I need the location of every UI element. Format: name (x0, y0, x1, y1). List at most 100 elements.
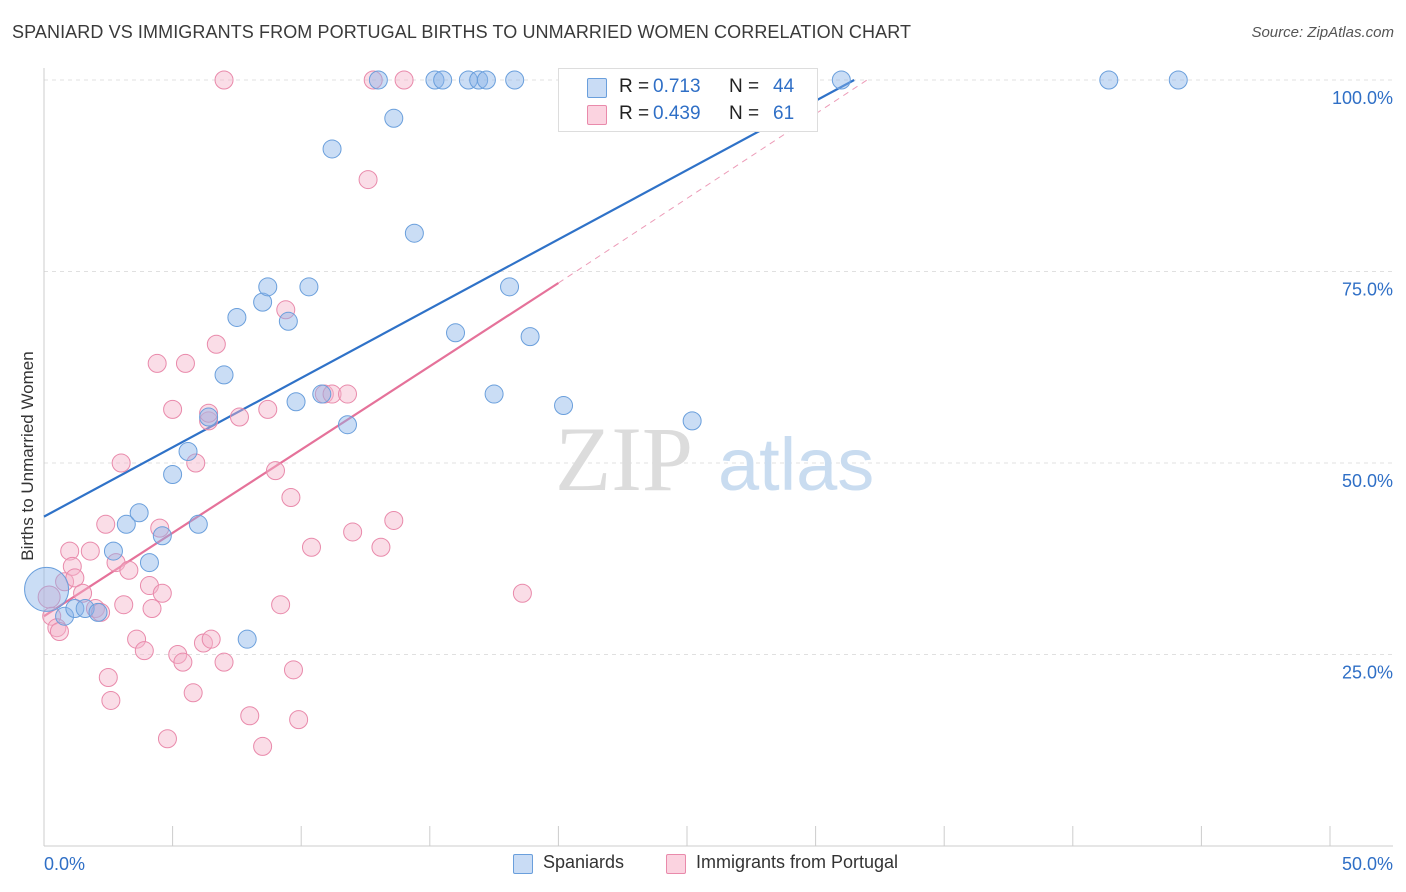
point-portugal (281, 487, 301, 507)
point-spaniards (214, 365, 234, 385)
point-portugal (229, 407, 249, 427)
series-legend: Spaniards Immigrants from Portugal (0, 852, 1406, 876)
point-portugal (371, 537, 391, 557)
point-spaniards (139, 553, 159, 573)
point-spaniards (446, 323, 466, 343)
point-portugal (98, 667, 118, 687)
point-spaniards (1099, 70, 1119, 90)
point-portugal (271, 595, 291, 615)
chart-source: Source: ZipAtlas.com (1251, 24, 1394, 41)
n-label: N = (729, 76, 760, 97)
point-portugal (384, 510, 404, 530)
point-portugal (394, 70, 414, 90)
point-spaniards (75, 599, 95, 619)
point-portugal (240, 706, 260, 726)
point-portugal (183, 683, 203, 703)
point-spaniards (188, 514, 208, 534)
point-spaniards (152, 526, 172, 546)
r-value: 0.713 (653, 76, 701, 97)
point-spaniards (554, 396, 574, 416)
gridlines (44, 79, 1393, 655)
stats-legend: R = 0.713 N = 44 R = 0.439 N = 61 (558, 68, 818, 132)
point-spaniards (253, 292, 273, 312)
point-spaniards (520, 327, 540, 347)
n-value: 44 (773, 76, 795, 97)
point-portugal (163, 399, 183, 419)
point-portugal (201, 629, 221, 649)
point-spaniards (88, 602, 108, 622)
point-portugal (114, 595, 134, 615)
chart-title: SPANIARD VS IMMIGRANTS FROM PORTUGAL BIR… (12, 22, 912, 42)
point-portugal (214, 652, 234, 672)
trendlines (43, 79, 868, 618)
x-tick-label: 0.0% (44, 854, 85, 874)
point-spaniards (227, 307, 247, 327)
point-spaniards (237, 629, 257, 649)
trendline-portugal (43, 282, 559, 618)
y-tick-label: 75.0% (1342, 280, 1393, 300)
point-portugal (157, 729, 177, 749)
x-tick-label: 50.0% (1342, 854, 1393, 874)
y-tick-label: 100.0% (1332, 88, 1393, 108)
trendline-spaniards (43, 79, 855, 518)
point-portugal (173, 652, 193, 672)
point-portugal (80, 541, 100, 561)
point-portugal (147, 353, 167, 373)
point-portugal (258, 399, 278, 419)
point-spaniards (337, 415, 357, 435)
tick-labels: 25.0% 50.0% 75.0% 100.0% 0.0% 50.0% (44, 88, 1393, 874)
watermark-zip: ZIP (555, 408, 693, 510)
y-tick-label: 25.0% (1342, 663, 1393, 683)
point-portugal (111, 453, 131, 473)
point-portugal (49, 622, 69, 642)
points (24, 70, 1188, 756)
point-spaniards (469, 70, 489, 90)
point-spaniards (682, 411, 702, 431)
point-portugal (127, 629, 147, 649)
r-value: 0.439 (653, 103, 701, 124)
point-spaniards (65, 599, 85, 619)
point-portugal (265, 461, 285, 481)
spaniards-swatch (587, 78, 607, 98)
point-spaniards (178, 442, 198, 462)
point-portugal (512, 583, 532, 603)
point-portugal (363, 70, 383, 90)
point-spaniards (312, 384, 332, 404)
point-spaniards (24, 566, 70, 612)
n-label: N = (729, 103, 760, 124)
r-label: R = (619, 76, 650, 97)
point-portugal (301, 537, 321, 557)
point-spaniards (116, 514, 136, 534)
portugal-swatch (587, 105, 607, 125)
stats-row-portugal: R = 0.439 N = 61 (559, 101, 817, 127)
point-portugal (289, 710, 309, 730)
point-spaniards (404, 223, 424, 243)
point-portugal (343, 522, 363, 542)
point-portugal (175, 353, 195, 373)
point-spaniards (163, 464, 183, 484)
axes (43, 68, 1393, 847)
point-spaniards (433, 70, 453, 90)
point-spaniards (831, 70, 851, 90)
point-portugal (283, 660, 303, 680)
y-axis-label: Births to Unmarried Women (18, 351, 37, 561)
point-portugal (150, 518, 170, 538)
point-spaniards (322, 139, 342, 159)
point-spaniards (384, 108, 404, 128)
point-spaniards (500, 277, 520, 297)
point-portugal (119, 560, 139, 580)
point-portugal (152, 583, 172, 603)
point-portugal (276, 300, 296, 320)
spaniards-swatch (513, 854, 533, 874)
point-spaniards (278, 311, 298, 331)
point-portugal (60, 541, 80, 561)
point-spaniards (476, 70, 496, 90)
point-portugal (96, 514, 116, 534)
point-spaniards (199, 407, 219, 427)
point-portugal (134, 641, 154, 661)
point-spaniards (425, 70, 445, 90)
point-portugal (73, 583, 93, 603)
point-spaniards (103, 541, 123, 561)
watermark-atlas: atlas (718, 423, 874, 506)
